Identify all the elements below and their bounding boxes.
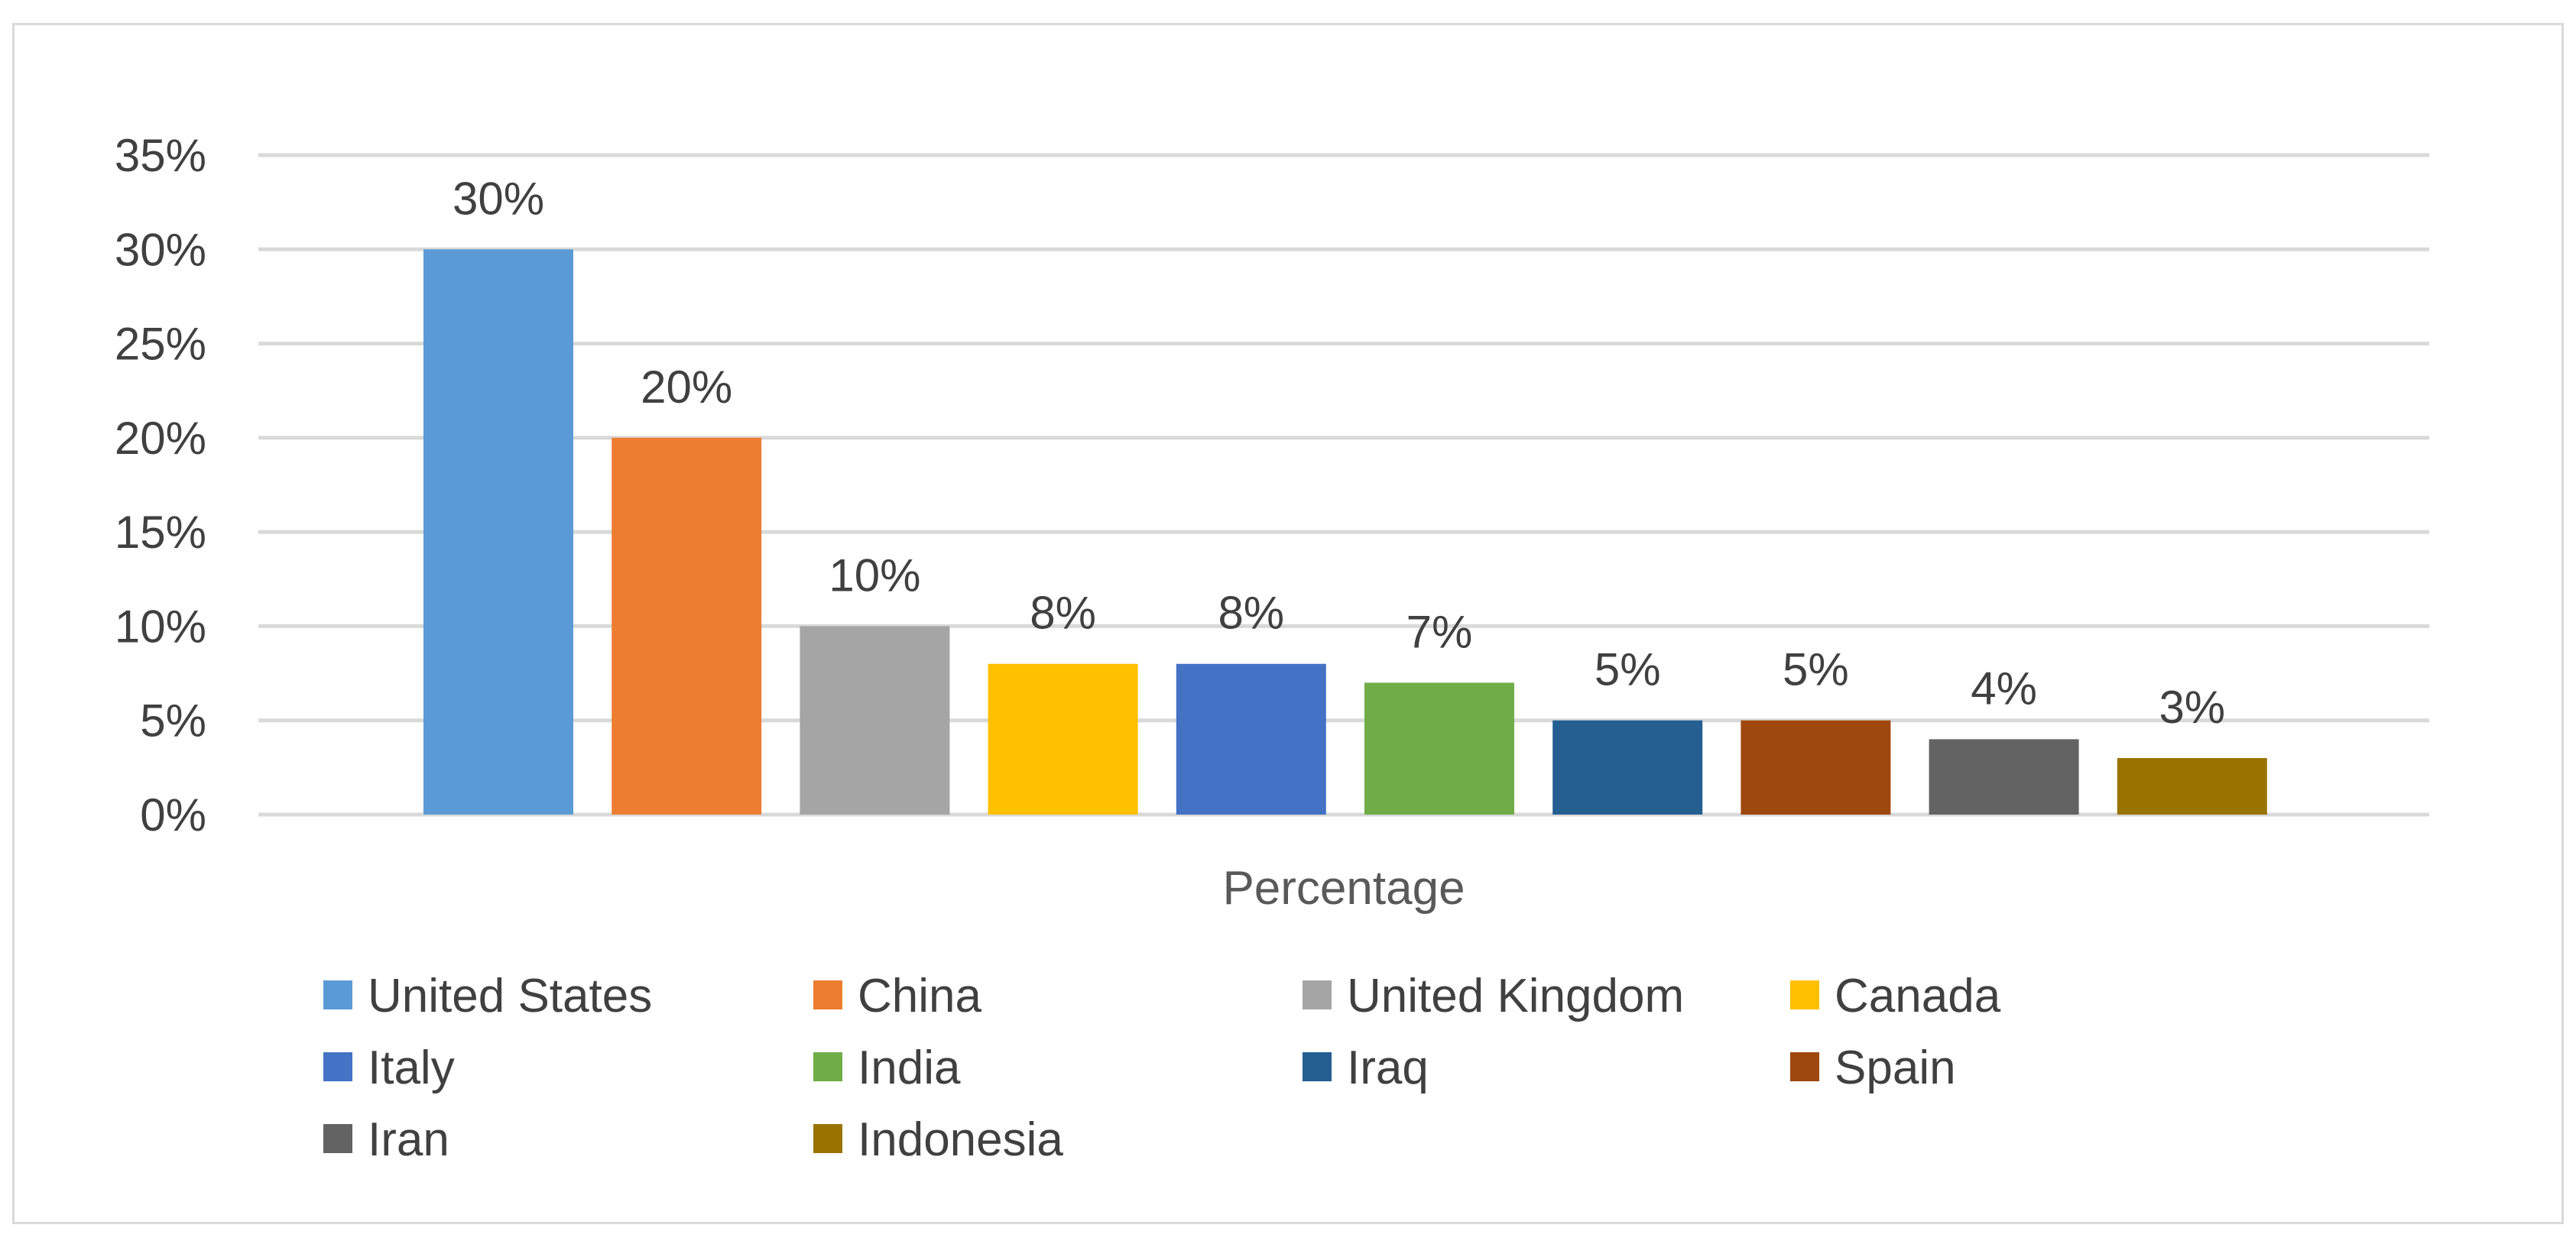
y-tick-label: 10%: [115, 601, 206, 652]
bar: [800, 626, 950, 815]
legend-swatch: [813, 1052, 842, 1081]
y-tick-label: 25%: [115, 319, 206, 370]
legend-label: China: [858, 970, 982, 1022]
legend-label: United Kingdom: [1347, 970, 1684, 1022]
data-label: 10%: [829, 549, 920, 601]
y-tick-label: 5%: [140, 695, 206, 747]
data-label: 8%: [1030, 588, 1096, 639]
bar: [612, 437, 762, 815]
legend-label: Canada: [1835, 970, 2001, 1022]
bar: [1741, 720, 1891, 815]
bar: [1364, 682, 1514, 815]
data-label: 20%: [641, 361, 732, 413]
legend-label: Indonesia: [858, 1113, 1063, 1166]
y-tick-label: 15%: [115, 507, 206, 558]
legend-label: Italy: [368, 1042, 455, 1094]
x-axis-title: Percentage: [1222, 862, 1465, 915]
bars: [423, 249, 2267, 815]
legend-swatch: [1790, 1052, 1819, 1081]
data-label: 8%: [1218, 588, 1284, 639]
legend-label: Iraq: [1347, 1042, 1429, 1094]
legend: United States China United Kingdom Canada It…: [323, 970, 2001, 1166]
gridlines: [258, 153, 2429, 817]
bar: [1176, 663, 1326, 815]
bar: [423, 249, 573, 815]
y-tick-label: 35%: [115, 130, 206, 181]
y-tick-label: 0%: [140, 789, 206, 841]
legend-swatch: [323, 1124, 352, 1153]
legend-label: Spain: [1835, 1042, 1956, 1094]
data-label: 5%: [1595, 644, 1661, 695]
legend-label: United States: [368, 970, 652, 1022]
data-label: 5%: [1783, 644, 1849, 695]
data-label: 4%: [1971, 663, 2037, 714]
legend-swatch: [1303, 1052, 1332, 1081]
data-label: 30%: [453, 173, 544, 224]
legend-swatch: [813, 1124, 842, 1153]
bar: [988, 663, 1138, 815]
y-tick-label: 20%: [115, 413, 206, 464]
legend-swatch: [1303, 980, 1332, 1009]
legend-label: India: [858, 1042, 961, 1094]
y-axis-tick-labels: 0% 5% 10% 15% 20% 25% 30% 35%: [115, 130, 206, 841]
data-labels: 30% 20% 10% 8% 8% 7% 5% 5% 4% 3%: [453, 173, 2225, 733]
y-tick-label: 30%: [115, 224, 206, 275]
bar: [2117, 758, 2267, 815]
legend-swatch: [1790, 980, 1819, 1009]
legend-swatch: [813, 980, 842, 1009]
legend-label: Iran: [368, 1113, 449, 1166]
data-label: 3%: [2159, 682, 2225, 733]
bar: [1929, 739, 2079, 815]
legend-swatch: [323, 1052, 352, 1081]
bar: [1552, 720, 1703, 815]
data-label: 7%: [1406, 606, 1473, 657]
legend-swatch: [323, 980, 352, 1009]
